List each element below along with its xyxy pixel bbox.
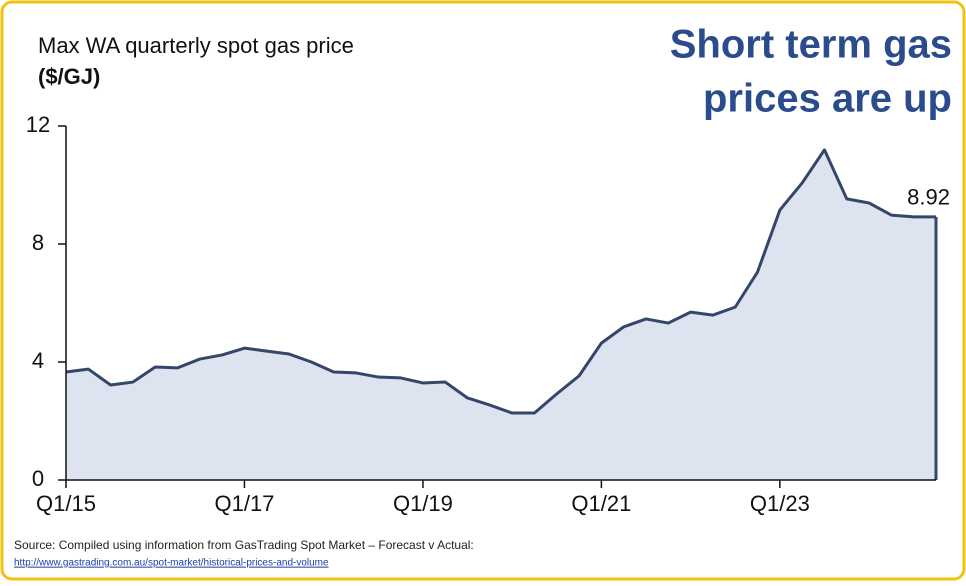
y-tick-label: 0 [32,466,44,491]
area [66,149,936,480]
chart-title: Max WA quarterly spot gas price [38,33,354,58]
chart-subtitle: ($/GJ) [38,64,100,89]
x-tick-label: Q1/23 [750,491,810,516]
headline: Short term gas [670,23,952,67]
line [65,148,936,415]
y-tick-label: 12 [26,112,50,137]
source-link[interactable]: http://www.gastrading.com.au/spot-market… [14,558,329,569]
x-tick-label: Q1/19 [393,491,453,516]
x-tick-label: Q1/21 [571,491,631,516]
source: Source: Compiled using information from … [14,538,474,552]
x-tick-label: Q1/15 [36,491,96,516]
data-label: 8.92 [907,185,950,210]
y-tick-label: 8 [32,230,44,255]
y-tick-label: 4 [32,348,44,373]
x-tick-label: Q1/17 [214,491,274,516]
headline: prices are up [703,77,952,121]
